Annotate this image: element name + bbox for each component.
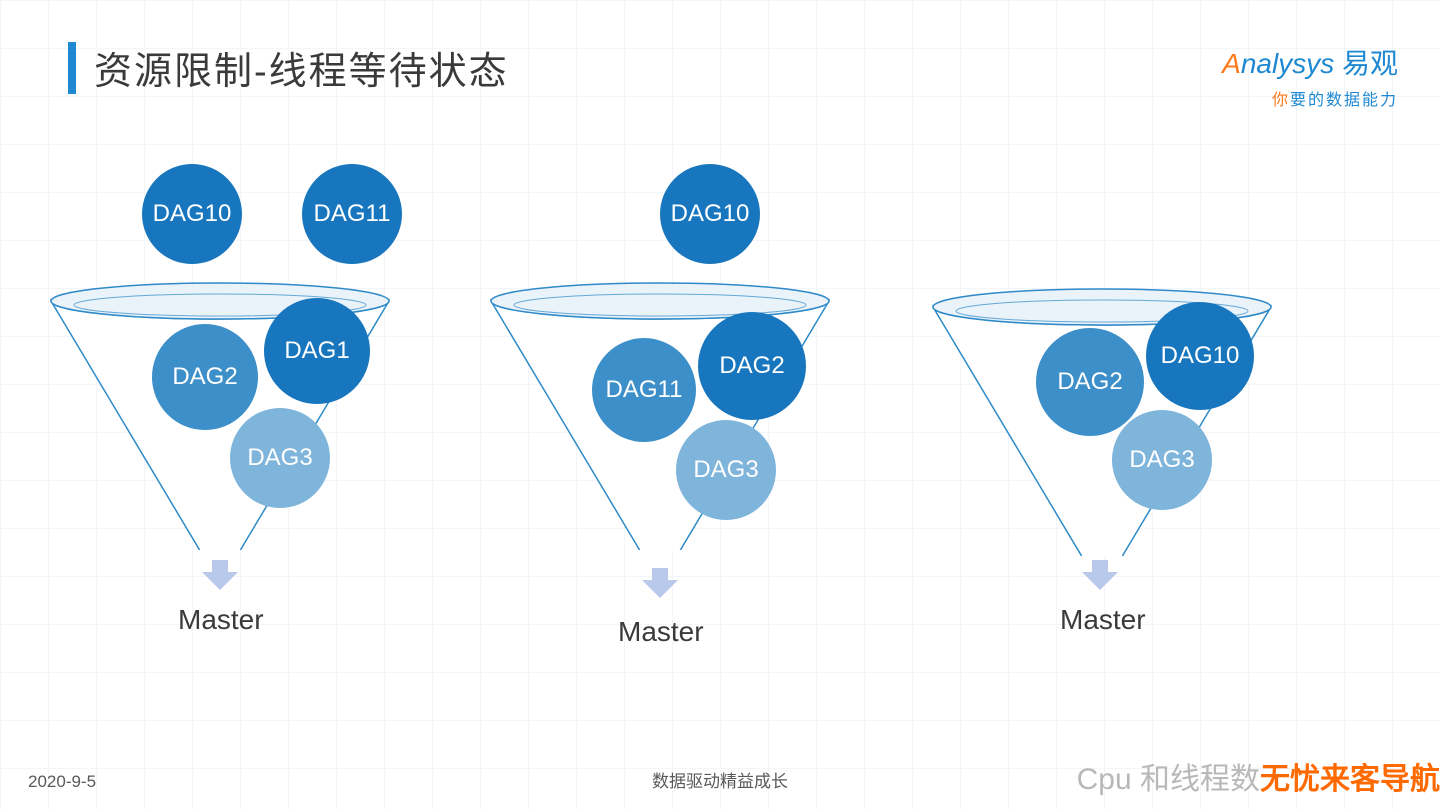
dag-node: DAG2: [698, 312, 806, 420]
dag-node: DAG3: [1112, 410, 1212, 510]
logo-sub-rest: 要的数据能力: [1290, 92, 1398, 109]
logo-sub-accent: 你: [1272, 92, 1290, 109]
brand-logo: Analysys 易观 你要的数据能力: [1222, 42, 1398, 110]
logo-main: Analysys 易观: [1222, 42, 1398, 82]
footer-right-prefix: Cpu 和线程数: [1077, 763, 1260, 796]
dag-node: DAG11: [592, 338, 696, 442]
dag-node: DAG10: [142, 164, 242, 264]
logo-brand-b: 易观: [1342, 48, 1398, 79]
down-arrow-icon: [1082, 560, 1118, 590]
dag-node: DAG3: [230, 408, 330, 508]
master-label: Master: [1060, 604, 1146, 636]
footer-mid: 数据驱动精益成长: [652, 767, 788, 792]
footer-date: 2020-9-5: [28, 772, 96, 792]
footer-right-overlay: 无忧来客导航: [1260, 763, 1440, 796]
logo-tagline: 你要的数据能力: [1222, 86, 1398, 110]
dag-node: DAG1: [264, 298, 370, 404]
dag-node: DAG3: [676, 420, 776, 520]
funnel-group-2: DAG10 DAG2DAG11DAG3 Master: [490, 160, 850, 680]
dag-node: DAG10: [1146, 302, 1254, 410]
title-block: 资源限制-线程等待状态: [68, 40, 509, 95]
title-accent-bar: [68, 42, 76, 94]
master-label: Master: [618, 616, 704, 648]
slide-title: 资源限制-线程等待状态: [94, 40, 509, 95]
dag-node: DAG10: [660, 164, 760, 264]
footer-right: Cpu 和线程数无忧来客导航: [1077, 754, 1440, 798]
down-arrow-icon: [202, 560, 238, 590]
funnel-group-3: DAG10DAG2DAG3 Master: [932, 160, 1292, 680]
logo-brand-a: Analysys: [1222, 48, 1334, 79]
dag-node: DAG11: [302, 164, 402, 264]
master-label: Master: [178, 604, 264, 636]
funnel-group-1: DAG10 DAG11 DAG1DAG2DAG3 Master: [50, 160, 410, 680]
dag-node: DAG2: [1036, 328, 1144, 436]
dag-node: DAG2: [152, 324, 258, 430]
slide: 资源限制-线程等待状态 Analysys 易观 你要的数据能力 DAG10DAG…: [0, 0, 1440, 810]
down-arrow-icon: [642, 568, 678, 598]
